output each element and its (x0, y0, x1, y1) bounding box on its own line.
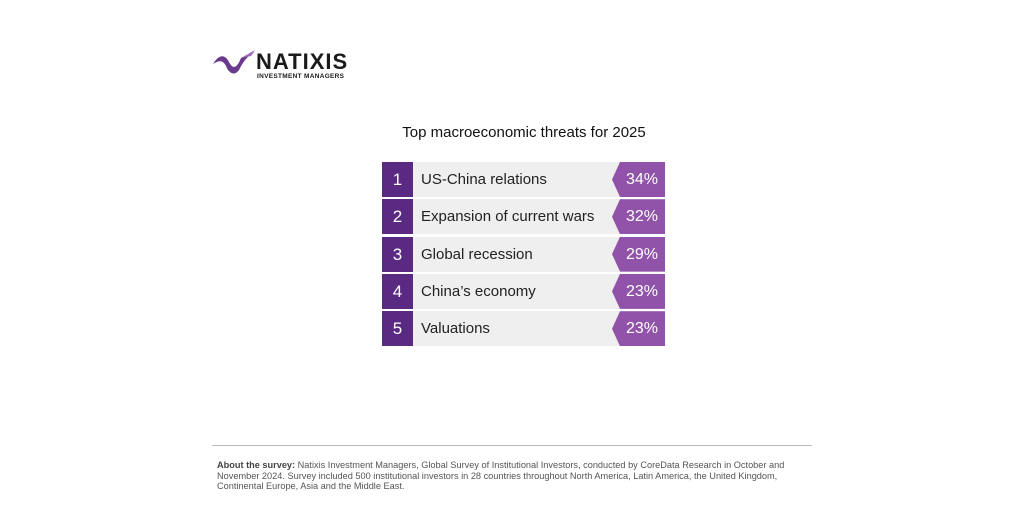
logo-sub: INVESTMENT MANAGERS (257, 73, 345, 80)
threat-label: China’s economy (421, 282, 536, 300)
logo-name: NATIXIS (256, 49, 349, 74)
threat-share: 32% (612, 199, 665, 235)
rank: 1 (382, 162, 413, 197)
threat-label: Global recession (421, 245, 533, 263)
threat-row: 1 US-China relations 34% (382, 162, 665, 197)
rank: 5 (382, 311, 413, 347)
title: Top macroeconomic threats for 2025 (402, 124, 646, 141)
threat-share: 23% (612, 273, 665, 309)
threat-label: Valuations (421, 320, 490, 338)
threat-share: 29% (612, 236, 665, 272)
logo-mark (213, 50, 255, 74)
threat-row: 3 Global recession 29% (382, 236, 665, 272)
threat-row: 2 Expansion of current wars 32% (382, 199, 665, 235)
threat-row: 5 Valuations 23% (382, 311, 665, 347)
rank: 2 (382, 199, 413, 235)
footnote-lead: About the survey: (217, 460, 296, 470)
footnote-text: Natixis Investment Managers, Global Surv… (217, 460, 785, 491)
threat-label: US-China relations (421, 171, 547, 188)
rank: 4 (382, 273, 413, 309)
threat-row: 4 China’s economy 23% (382, 273, 665, 309)
threat-share: 23% (612, 311, 665, 347)
footnote: About the survey: Natixis Investment Man… (217, 460, 817, 492)
threat-share: 34% (612, 162, 665, 197)
threat-label: Expansion of current wars (421, 208, 595, 226)
divider (212, 445, 812, 446)
rank: 3 (382, 236, 413, 272)
